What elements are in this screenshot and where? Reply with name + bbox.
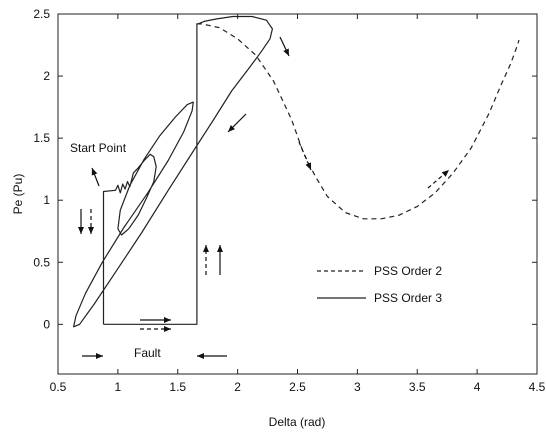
start-point-arrow xyxy=(91,167,100,187)
x-tick-label: 1.5 xyxy=(169,380,186,394)
y-tick-label: 0.5 xyxy=(33,255,50,269)
legend-label-pss-order-2: PSS Order 2 xyxy=(374,264,442,278)
x-tick-label: 4.5 xyxy=(529,380,546,394)
series-line-pss-order-3 xyxy=(73,15,273,328)
x-axis-label: Delta (rad) xyxy=(269,415,326,429)
curve-arrow-dashed-descent xyxy=(298,141,312,171)
y-tick-label: 0 xyxy=(43,317,50,331)
legend: PSS Order 2 PSS Order 3 xyxy=(317,264,442,305)
x-tick-label: 3.5 xyxy=(409,380,426,394)
y-tick-label: 1 xyxy=(43,193,50,207)
plot-area xyxy=(57,13,538,375)
x-tick-label: 0.5 xyxy=(50,380,67,394)
fault-label: Fault xyxy=(134,346,161,360)
x-tick-label: 3 xyxy=(354,380,361,394)
start-point-label: Start Point xyxy=(70,141,127,155)
legend-label-pss-order-3: PSS Order 3 xyxy=(374,291,442,305)
axis-ticks: 0.5 1 1.5 2 2.5 3 3.5 4 4.5 0 0.5 1 1.5 2 2.5 xyxy=(33,7,545,394)
series-line-pss-order-2 xyxy=(196,23,520,220)
series-group xyxy=(73,15,520,328)
curve-arrow-middle xyxy=(227,113,247,133)
x-tick-label: 4 xyxy=(474,380,481,394)
y-tick-label: 1.5 xyxy=(33,131,50,145)
curve-arrow-dashed-ascent xyxy=(427,169,450,189)
y-tick-label: 2.5 xyxy=(33,7,50,21)
x-tick-label: 1 xyxy=(115,380,122,394)
y-tick-label: 2 xyxy=(43,69,50,83)
curve-arrow-top xyxy=(279,36,290,57)
x-tick-label: 2.5 xyxy=(289,380,306,394)
y-axis-label: Pe (Pu) xyxy=(11,174,25,215)
x-tick-label: 2 xyxy=(234,380,241,394)
